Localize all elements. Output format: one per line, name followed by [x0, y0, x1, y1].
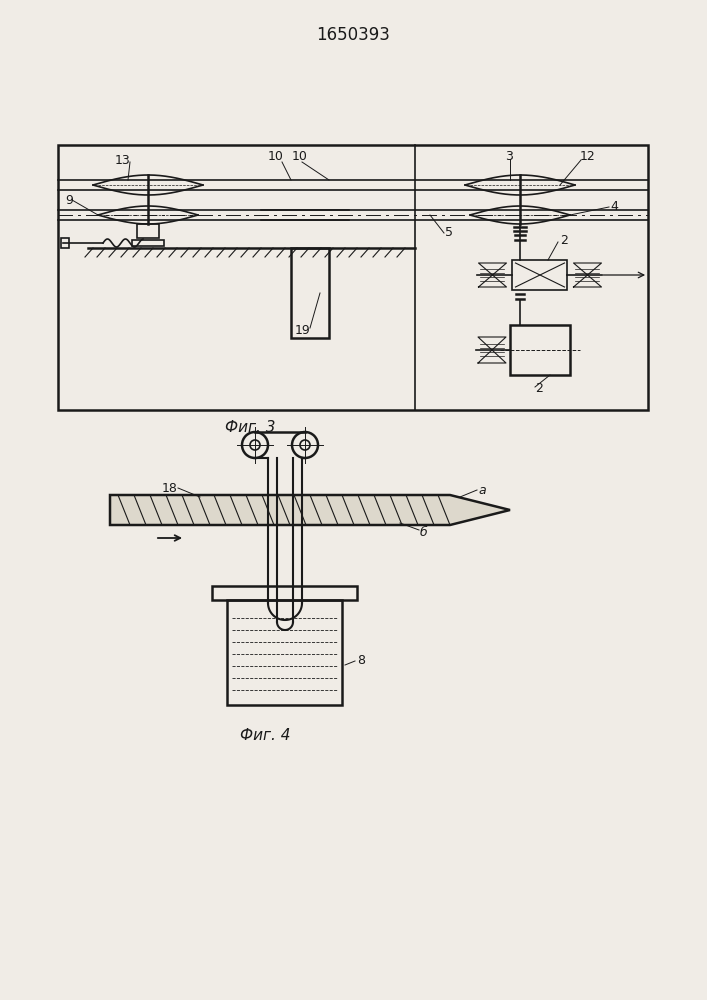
Text: 4: 4 — [610, 200, 618, 214]
Bar — [61, 238, 69, 248]
Text: а: а — [478, 484, 486, 496]
Text: Фиг. 3: Фиг. 3 — [225, 420, 275, 436]
Text: 10: 10 — [292, 150, 308, 163]
Text: 12: 12 — [580, 150, 596, 163]
Text: 19: 19 — [295, 324, 311, 336]
Bar — [510, 325, 570, 375]
Text: 2: 2 — [560, 233, 568, 246]
Bar — [513, 260, 568, 290]
Bar — [58, 145, 648, 410]
Text: б: б — [420, 526, 428, 538]
Bar — [137, 224, 159, 238]
Bar — [228, 600, 342, 705]
Bar — [291, 248, 329, 338]
Polygon shape — [110, 495, 510, 525]
Text: 9: 9 — [65, 194, 73, 207]
Text: 18: 18 — [162, 482, 178, 494]
Text: 10: 10 — [268, 150, 284, 163]
Text: 13: 13 — [115, 153, 131, 166]
Text: Фиг. 4: Фиг. 4 — [240, 728, 291, 742]
Bar — [132, 240, 164, 246]
Bar — [213, 586, 358, 600]
Text: 5: 5 — [445, 227, 453, 239]
Text: 2: 2 — [535, 381, 543, 394]
Text: 1650393: 1650393 — [316, 26, 390, 44]
Text: 8: 8 — [357, 654, 365, 666]
Text: 3: 3 — [505, 150, 513, 163]
